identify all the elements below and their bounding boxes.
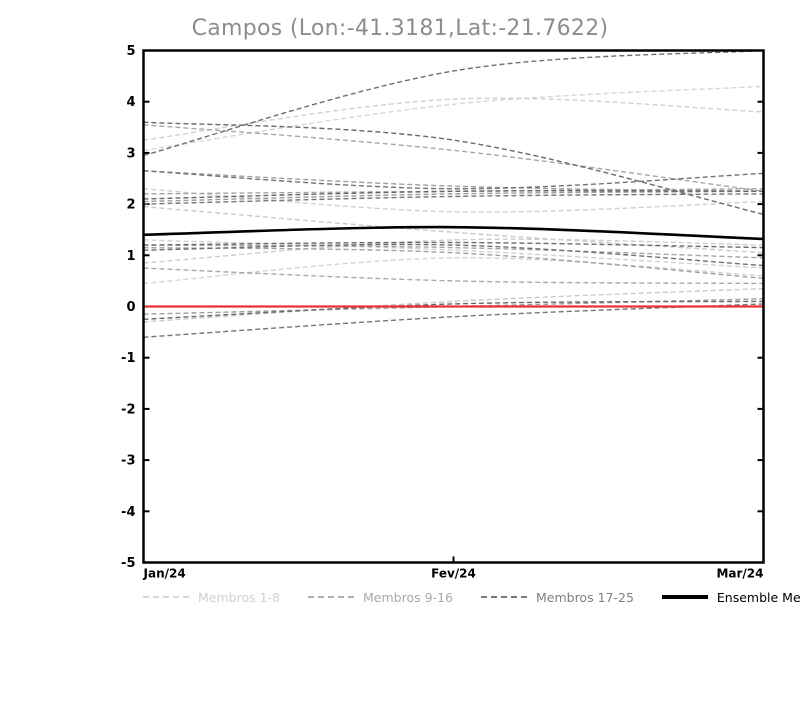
legend-swatch-icon xyxy=(661,595,708,599)
legend-item[interactable]: Membros 1-8 xyxy=(143,590,280,605)
series-lines xyxy=(143,49,764,338)
member-path xyxy=(143,121,764,216)
svg-text:-5: -5 xyxy=(121,556,135,571)
chart-legend: Membros 1-8 Membros 9-16 Membros 17-25 Ense… xyxy=(143,586,800,608)
legend-swatch-icon xyxy=(480,596,527,598)
legend-item[interactable]: Membros 17-25 xyxy=(480,589,634,605)
member-path xyxy=(143,97,764,141)
member-path xyxy=(143,303,764,338)
svg-text:-3: -3 xyxy=(121,454,135,469)
member-path xyxy=(143,205,764,254)
member-path xyxy=(143,124,764,192)
member-path xyxy=(143,244,764,259)
member-path xyxy=(143,257,764,285)
member-path xyxy=(143,298,764,315)
member-path xyxy=(143,193,764,205)
svg-text:-4: -4 xyxy=(121,505,135,520)
member-path xyxy=(143,190,764,203)
svg-text:Mar/24: Mar/24 xyxy=(716,567,763,581)
svg-text:2: 2 xyxy=(126,198,135,213)
ensemble-mean-line xyxy=(143,225,764,241)
axes-frame xyxy=(142,49,765,564)
chart-page: Campos (Lon:-41.3181,Lat:-21.7622) Anoma… xyxy=(121,16,800,608)
member-path xyxy=(143,49,764,157)
member-path xyxy=(143,239,764,269)
member-path xyxy=(143,300,764,320)
svg-text:Jan/24: Jan/24 xyxy=(143,567,186,581)
legend-label: Membros 9-16 xyxy=(363,589,453,605)
x-axis-ticks: Jan/24 Fev/24 Mar/24 xyxy=(142,556,765,581)
svg-text:1: 1 xyxy=(126,249,135,264)
legend-label: Membros 17-25 xyxy=(535,589,634,605)
member-path xyxy=(143,170,764,192)
svg-text:4: 4 xyxy=(126,95,135,110)
plot-canvas: 5 4 3 2 1 0 -1 -2 -3 -4 -5 Jan/24 Fev/24 Mar/24 xyxy=(121,44,765,581)
svg-text:5: 5 xyxy=(126,44,135,59)
member-path xyxy=(143,85,764,152)
member-path xyxy=(143,238,764,264)
member-path xyxy=(143,267,764,285)
svg-text:Fev/24: Fev/24 xyxy=(431,567,476,581)
page-title: Campos (Lon:-41.3181,Lat:-21.7622) xyxy=(191,16,609,41)
member-path xyxy=(143,241,764,249)
ensemble-mean-path xyxy=(143,225,764,241)
legend-swatch-icon xyxy=(143,596,189,598)
member-path xyxy=(143,246,764,280)
member-path xyxy=(143,170,764,190)
legend-item[interactable]: Ensemble Mean xyxy=(661,589,800,605)
legend-label: Ensemble Mean xyxy=(716,589,800,605)
member-path xyxy=(143,243,764,267)
svg-text:-2: -2 xyxy=(121,402,135,417)
svg-text:0: 0 xyxy=(126,300,135,315)
legend-swatch-icon xyxy=(308,596,355,598)
legend-label: Membros 1-8 xyxy=(198,589,281,605)
svg-text:3: 3 xyxy=(126,146,135,161)
svg-text:-1: -1 xyxy=(121,351,135,366)
member-path xyxy=(143,287,764,323)
member-path xyxy=(143,190,764,200)
member-path xyxy=(143,188,764,195)
member-path xyxy=(143,188,764,213)
legend-item[interactable]: Membros 9-16 xyxy=(308,590,453,605)
